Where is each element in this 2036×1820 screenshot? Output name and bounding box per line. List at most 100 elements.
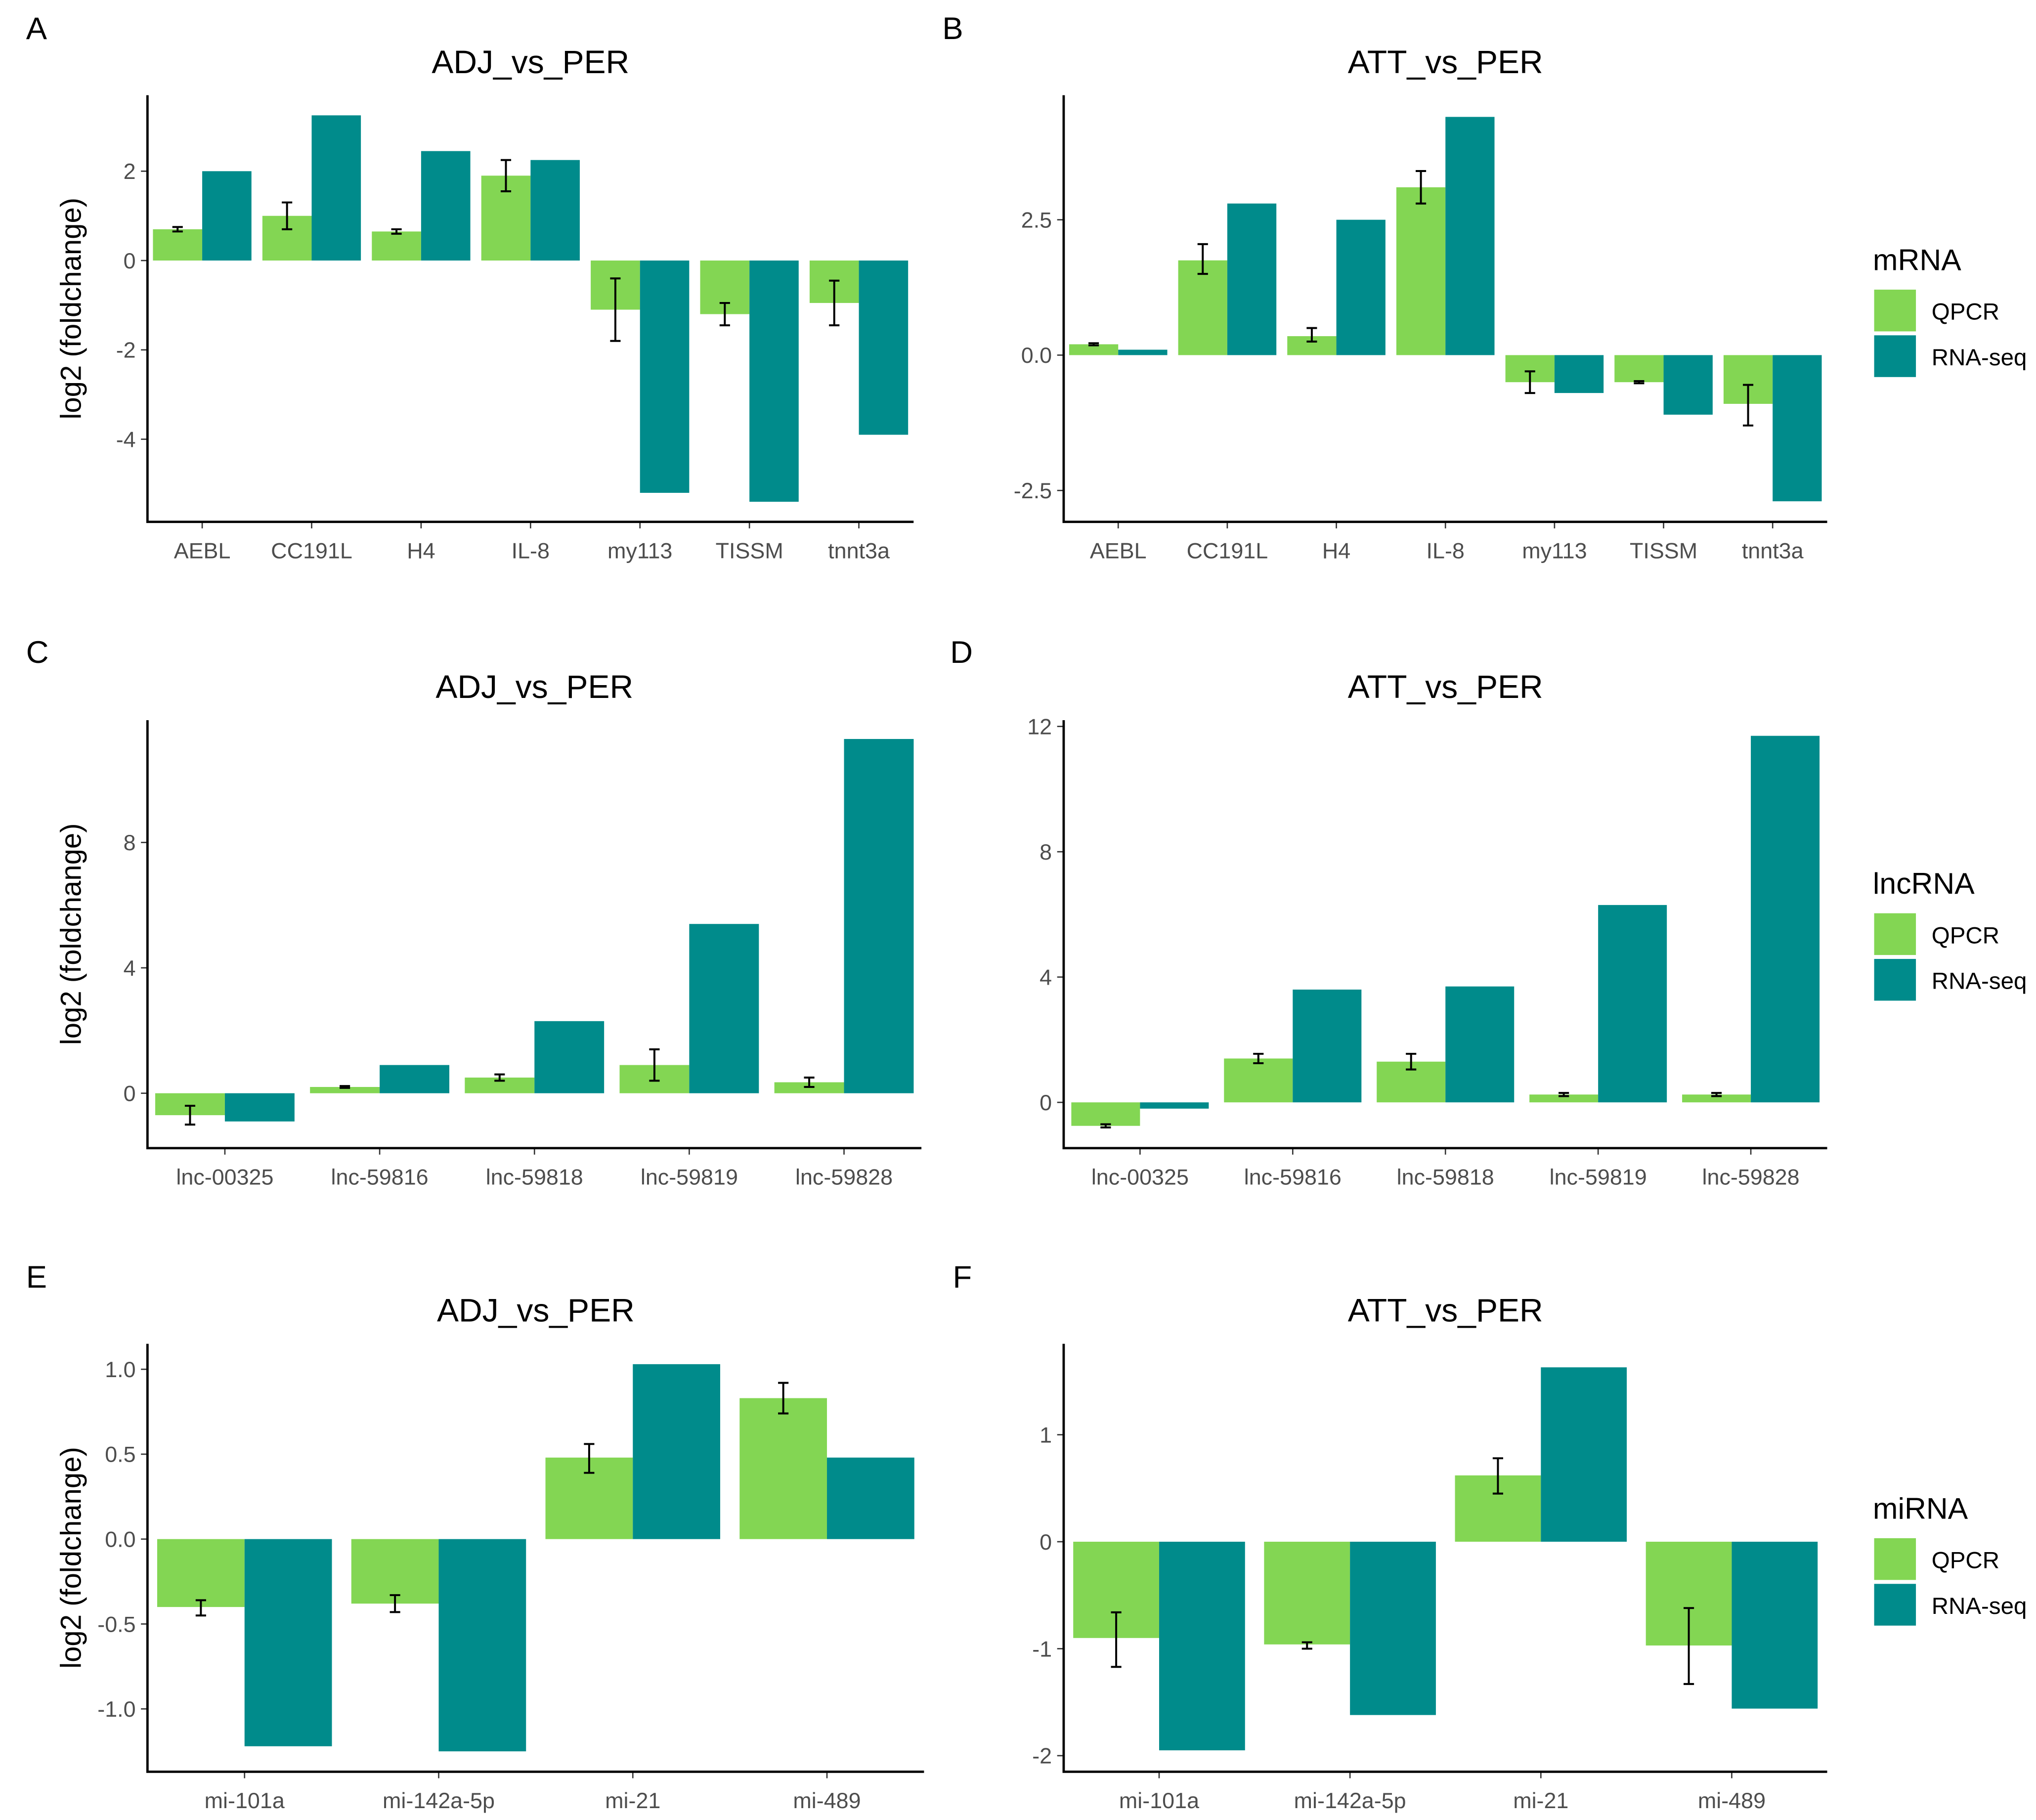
error-bar (829, 279, 840, 327)
y-tick-label: 4 (1040, 965, 1052, 990)
x-tick-label: lnc-59828 (795, 1165, 893, 1190)
bar-qpcr (1529, 1094, 1599, 1103)
error-bar (1100, 1123, 1111, 1128)
bar-rna-seq (1554, 355, 1604, 393)
bar-rna-seq (1445, 986, 1515, 1103)
error-bar (172, 226, 183, 233)
bar-rna-seq (1293, 990, 1362, 1103)
x-tick-label: CC191L (271, 538, 352, 563)
chart-title: ADJ_vs_PER (432, 43, 629, 80)
x-tick-label: IL-8 (1427, 538, 1465, 563)
bar-rna-seq (1336, 219, 1386, 355)
bar-qpcr (739, 1398, 827, 1539)
y-tick-label: 0.5 (105, 1442, 135, 1467)
bar-qpcr (153, 229, 203, 261)
y-tick-label: 1 (1040, 1422, 1052, 1447)
x-tick-label: TISSM (1630, 538, 1697, 563)
legend-label: RNA-seq (1932, 1593, 2027, 1619)
legend-label: QPCR (1932, 922, 1999, 949)
bar-rna-seq (844, 739, 914, 1093)
x-tick-label: lnc-00325 (1091, 1165, 1189, 1190)
axis-lines (1062, 95, 1827, 523)
bar-rna-seq (224, 1093, 295, 1122)
bar-qpcr (1264, 1542, 1350, 1645)
bar-rna-seq (530, 160, 580, 261)
y-axis-label: log2 (foldchange) (55, 198, 87, 420)
error-bar (1306, 327, 1317, 343)
error-bar (1742, 384, 1754, 427)
bar-qpcr (1396, 187, 1446, 355)
bar-rna-seq (421, 151, 471, 261)
x-tick-label: TISSM (716, 538, 783, 563)
error-bar (494, 1073, 505, 1082)
x-tick-label: AEBL (1090, 538, 1147, 563)
error-bar (390, 1594, 400, 1613)
y-tick-label: 0 (124, 1081, 136, 1106)
panel-A: A ADJ_vs_PER log2 (foldchange) AEBL CC191L H4… (26, 11, 914, 563)
legend-swatch-rna-seq (1874, 1584, 1916, 1626)
y-tick-label: 2.5 (1021, 207, 1052, 232)
x-tick-label: lnc-59819 (641, 1165, 738, 1190)
x-tick-label: tnnt3a (1742, 538, 1804, 563)
panel-F: F ATT_vs_PER mi-101a mi-142a-5p mi-21 mi-489 -… (953, 1260, 2027, 1813)
chart-title: ATT_vs_PER (1348, 668, 1543, 705)
error-bar (719, 302, 730, 327)
x-tick-label: lnc-59828 (1702, 1165, 1800, 1190)
panel-label: C (26, 635, 49, 670)
x-tick-label: mi-142a-5p (383, 1788, 495, 1813)
bar-rna-seq (749, 260, 799, 502)
bar-rna-seq (1350, 1542, 1436, 1715)
bar-qpcr (1069, 344, 1119, 355)
bar-qpcr (1178, 260, 1227, 355)
error-bar (500, 159, 512, 192)
bar-rna-seq (1118, 349, 1168, 355)
x-tick-label: mi-21 (605, 1788, 660, 1813)
legend-swatch-qpcr (1874, 913, 1916, 955)
x-tick-label: AEBL (174, 538, 231, 563)
error-bar (804, 1077, 815, 1088)
y-tick-label: -1 (1032, 1636, 1052, 1661)
bar-qpcr (310, 1087, 380, 1093)
bar-qpcr (157, 1539, 245, 1607)
error-bar (340, 1085, 350, 1089)
bar-rna-seq (311, 115, 361, 261)
y-axis-label: log2 (foldchange) (55, 823, 87, 1045)
chart-title: ADJ_vs_PER (435, 668, 633, 705)
bar-rna-seq (1663, 355, 1713, 415)
error-bar (1684, 1607, 1694, 1685)
y-tick-label: 1.0 (105, 1357, 135, 1382)
y-tick-label: 0.0 (1021, 343, 1052, 368)
bar-rna-seq (827, 1457, 914, 1539)
chart-title: ATT_vs_PER (1348, 1292, 1543, 1329)
bar-rna-seq (438, 1539, 526, 1752)
error-bar (610, 277, 621, 342)
x-tick-label: lnc-59816 (331, 1165, 429, 1190)
y-axis-label: log2 (foldchange) (55, 1447, 87, 1669)
legend-swatch-rna-seq (1874, 335, 1916, 377)
y-tick-label: 0 (124, 248, 136, 273)
bar-rna-seq (1773, 355, 1822, 502)
error-bar (391, 228, 402, 235)
bar-qpcr (351, 1539, 439, 1604)
bar-rna-seq (202, 171, 252, 261)
x-tick-label: mi-489 (793, 1788, 861, 1813)
x-tick-label: mi-142a-5p (1294, 1788, 1406, 1813)
y-tick-label: -1.0 (97, 1696, 135, 1722)
y-tick-label: -2.5 (1014, 478, 1052, 503)
bar-rna-seq (1140, 1102, 1209, 1109)
x-tick-label: mi-489 (1698, 1788, 1766, 1813)
legend-label: QPCR (1932, 299, 1999, 325)
legend-swatch-rna-seq (1874, 958, 1916, 1001)
bar-rna-seq (640, 260, 690, 493)
y-tick-label: 8 (124, 830, 136, 855)
error-bar (1634, 380, 1645, 385)
bar-rna-seq (633, 1364, 720, 1539)
error-bar (282, 201, 293, 230)
x-tick-label: lnc-59818 (486, 1165, 583, 1190)
bar-rna-seq (1445, 117, 1495, 355)
bar-rna-seq (1751, 736, 1820, 1103)
bar-rna-seq (1227, 203, 1277, 355)
bar-rna-seq (380, 1065, 450, 1093)
axis-lines (146, 95, 914, 523)
